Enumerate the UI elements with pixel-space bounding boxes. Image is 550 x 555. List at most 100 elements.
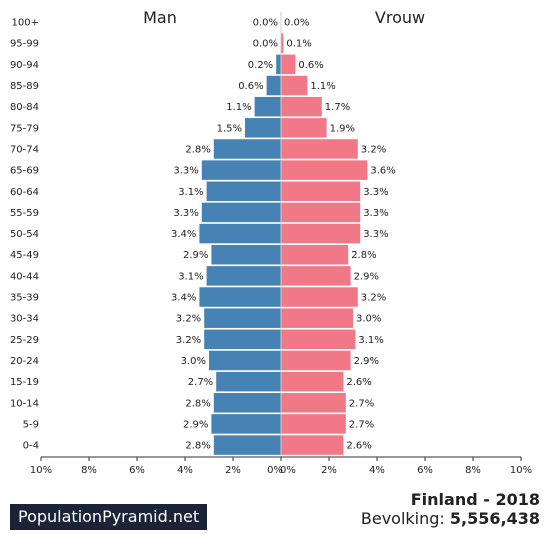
value-label-man: 0.0% (253, 18, 278, 29)
value-label-vrouw: 3.2% (361, 144, 386, 155)
bar-man (199, 287, 281, 307)
bar-man (209, 350, 281, 371)
age-group-label: 95-99 (10, 39, 39, 50)
bar-vrouw (281, 329, 356, 350)
age-group-label: 100+ (12, 18, 39, 29)
age-group-label: 20-24 (10, 356, 39, 367)
value-label-man: 3.2% (176, 335, 201, 346)
bar-vrouw (281, 393, 346, 413)
bar-vrouw (281, 33, 284, 53)
x-tick-label: 0% (280, 465, 296, 476)
x-tick-label: 4% (369, 465, 385, 476)
series-label-vrouw: Vrouw (375, 8, 425, 27)
bar-vrouw (281, 287, 358, 307)
value-label-vrouw: 0.0% (284, 18, 309, 29)
age-group-label: 50-54 (10, 229, 39, 240)
bar-man (199, 223, 281, 244)
age-group-label: 70-74 (10, 144, 39, 155)
value-label-man: 0.0% (253, 39, 278, 50)
age-group-label: 30-34 (10, 314, 39, 325)
age-group-label: 85-89 (10, 81, 39, 92)
value-label-vrouw: 3.3% (363, 208, 388, 219)
value-label-vrouw: 2.6% (346, 377, 371, 388)
age-group-label: 15-19 (10, 377, 39, 388)
value-label-vrouw: 3.1% (358, 335, 383, 346)
value-label-man: 2.7% (188, 377, 213, 388)
value-label-man: 0.6% (238, 81, 263, 92)
bars-group: 100+ 0.0% 0.0% 95-99 0.0% 0.1% 90-94 0.2% 0.6% 85… (10, 11, 396, 457)
x-tick-label: 8% (81, 465, 97, 476)
value-label-vrouw: 1.1% (310, 81, 335, 92)
value-label-man: 3.3% (173, 208, 198, 219)
age-group-label: 10-14 (10, 398, 39, 409)
value-label-vrouw: 1.7% (325, 102, 350, 113)
x-axis: 10% 8% 6% 4% 2% 0%0% 2% 4% 6% 8% 10% (30, 456, 532, 476)
bar-vrouw (281, 223, 361, 244)
value-label-man: 3.2% (176, 314, 201, 325)
value-label-man: 1.1% (226, 102, 251, 113)
bar-man (211, 244, 281, 265)
bar-vrouw (281, 266, 351, 286)
value-label-man: 3.3% (173, 166, 198, 177)
value-label-vrouw: 0.6% (298, 60, 323, 71)
age-group-label: 35-39 (10, 293, 39, 304)
age-group-label: 55-59 (10, 208, 39, 219)
value-label-vrouw: 0.1% (286, 39, 311, 50)
value-label-vrouw: 2.6% (346, 441, 371, 452)
bar-vrouw (281, 96, 322, 117)
bar-man (216, 371, 281, 392)
age-group-label: 75-79 (10, 123, 39, 134)
value-label-vrouw: 3.6% (370, 166, 395, 177)
value-label-vrouw: 1.9% (330, 123, 355, 134)
value-label-man: 3.4% (171, 229, 196, 240)
bar-man (213, 435, 281, 455)
bar-vrouw (281, 350, 351, 371)
value-label-vrouw: 2.9% (354, 356, 379, 367)
bar-man (254, 96, 281, 117)
x-tick-label: 10% (30, 465, 52, 476)
age-group-label: 0-4 (23, 441, 39, 452)
population-label: Bevolking: (360, 509, 445, 528)
age-group-label: 60-64 (10, 187, 39, 198)
x-tick-label: 0% (267, 465, 283, 476)
bar-man (206, 181, 281, 202)
bar-vrouw (281, 139, 358, 159)
value-label-vrouw: 2.7% (349, 419, 374, 430)
bar-vrouw (281, 160, 368, 180)
bar-vrouw (281, 75, 308, 96)
bar-vrouw (281, 54, 296, 75)
value-label-man: 2.8% (185, 144, 210, 155)
age-group-label: 25-29 (10, 335, 39, 346)
bar-man (204, 329, 281, 350)
bar-vrouw (281, 202, 361, 223)
value-label-man: 2.8% (185, 398, 210, 409)
bar-man (276, 54, 281, 75)
series-label-man: Man (143, 8, 177, 27)
bar-man (213, 139, 281, 159)
bar-man (201, 160, 281, 180)
brand-logo[interactable]: PopulationPyramid.net (10, 504, 208, 530)
value-label-vrouw: 3.2% (361, 293, 386, 304)
population-value: 5,556,438 (449, 509, 540, 528)
x-tick-label: 10% (510, 465, 532, 476)
age-group-label: 80-84 (10, 102, 39, 113)
bar-vrouw (281, 414, 346, 434)
bar-vrouw (281, 371, 344, 392)
age-group-label: 40-44 (10, 271, 39, 282)
bar-man (204, 308, 281, 328)
bar-vrouw (281, 308, 353, 328)
value-label-man: 3.1% (178, 271, 203, 282)
x-tick-label: 6% (417, 465, 433, 476)
bar-vrouw (281, 118, 327, 138)
value-label-vrouw: 2.7% (349, 398, 374, 409)
population-total: Bevolking: 5,556,438 (361, 509, 540, 528)
bar-vrouw (281, 435, 344, 455)
x-tick-label: 8% (465, 465, 481, 476)
chart-title: Finland - 2018 (410, 490, 540, 509)
bar-man (206, 266, 281, 286)
bar-man (201, 202, 281, 223)
bar-vrouw (281, 244, 349, 265)
age-group-label: 90-94 (10, 60, 39, 71)
age-group-label: 45-49 (10, 250, 39, 261)
value-label-vrouw: 2.8% (351, 250, 376, 261)
